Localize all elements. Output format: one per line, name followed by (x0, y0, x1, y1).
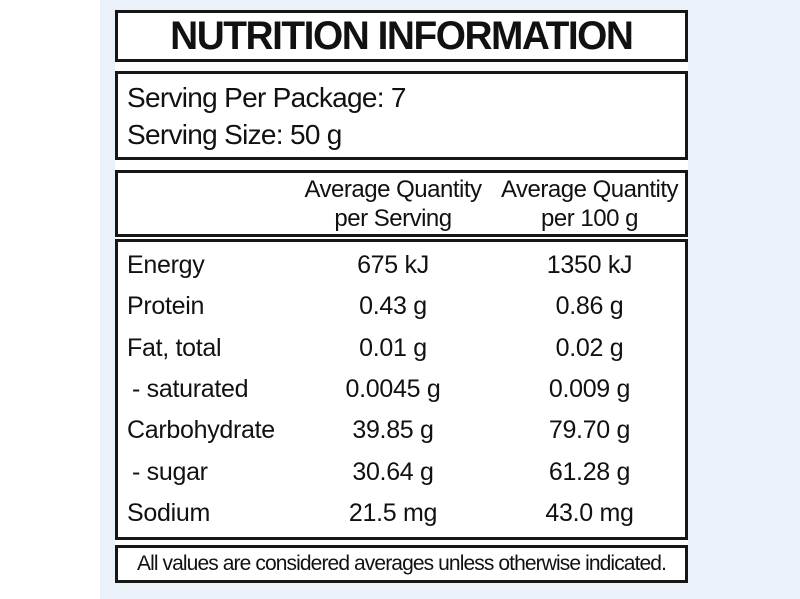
serving-per-package: Serving Per Package: 7 (127, 82, 406, 113)
value-per-100g: 0.009 g (548, 374, 631, 403)
nutrient-name: Carbohydrate (127, 416, 275, 445)
value-per-serving: 675 kJ (357, 251, 429, 280)
column-headers-box: Average Quantity per Serving Average Qua… (115, 170, 688, 237)
value-per-100g: 0.02 g (555, 333, 624, 362)
serving-size: Serving Size: 50 g (127, 119, 342, 150)
value-per-serving: 30.64 g (352, 457, 434, 486)
column-header-per-serving: Average Quantity per Serving (304, 175, 482, 232)
table-row-fat-total: Fat, total 0.01 g 0.02 g (118, 334, 685, 363)
label-background-panel: NUTRITION INFORMATION Serving Per Packag… (100, 0, 800, 599)
value-per-serving: 0.0045 g (345, 374, 441, 403)
nutrient-name: - saturated (132, 374, 249, 403)
nutrient-name: Fat, total (127, 333, 222, 362)
table-row-energy: Energy 675 kJ 1350 kJ (118, 251, 685, 280)
nutrient-name: Energy (127, 251, 205, 280)
value-per-100g: 43.0 mg (545, 498, 634, 527)
value-per-serving: 21.5 mg (348, 498, 438, 527)
column-header-per-100g: Average Quantity per 100 g (500, 175, 679, 232)
footnote-text: All values are considered averages unles… (136, 552, 667, 575)
value-per-100g: 61.28 g (548, 457, 631, 486)
nutrient-name: Protein (127, 292, 205, 321)
table-row-carbohydrate: Carbohydrate 39.85 g 79.70 g (118, 416, 685, 445)
table-row-saturated: - saturated 0.0045 g 0.009 g (118, 375, 685, 404)
value-per-100g: 1350 kJ (546, 251, 633, 280)
table-row-sodium: Sodium 21.5 mg 43.0 mg (118, 499, 685, 528)
value-per-serving: 0.01 g (359, 333, 427, 362)
label-title-box: NUTRITION INFORMATION (115, 10, 688, 62)
nutrient-name: Sodium (127, 498, 210, 527)
serving-info-box: Serving Per Package: 7 Serving Size: 50 … (115, 71, 688, 160)
value-per-100g: 0.86 g (555, 292, 624, 321)
value-per-serving: 39.85 g (352, 416, 434, 445)
label-title: NUTRITION INFORMATION (170, 13, 634, 58)
value-per-100g: 79.70 g (548, 416, 631, 445)
nutrient-values-box: Energy 675 kJ 1350 kJ Protein 0.43 g 0.8… (115, 239, 688, 540)
footnote-box: All values are considered averages unles… (115, 545, 688, 583)
table-row-protein: Protein 0.43 g 0.86 g (118, 292, 685, 321)
table-row-sugar: - sugar 30.64 g 61.28 g (118, 458, 685, 487)
value-per-serving: 0.43 g (359, 292, 427, 321)
nutrition-label: NUTRITION INFORMATION Serving Per Packag… (115, 10, 688, 583)
nutrient-name: - sugar (132, 457, 208, 486)
